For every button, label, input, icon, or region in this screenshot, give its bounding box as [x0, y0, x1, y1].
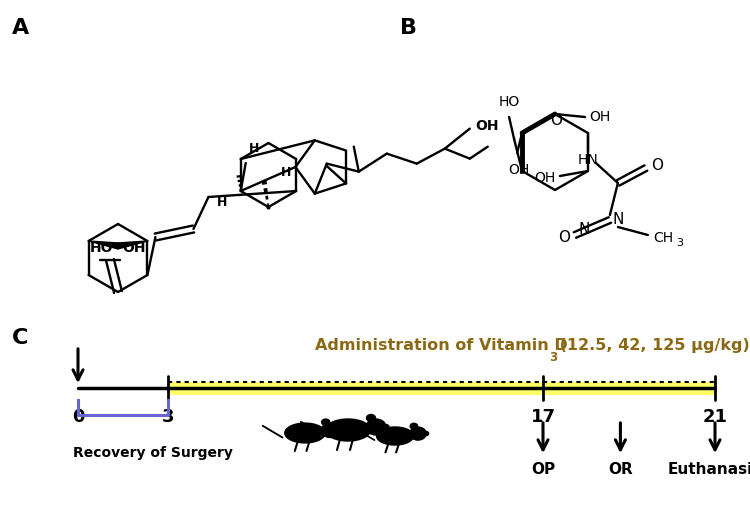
Text: CH: CH	[653, 231, 673, 245]
Text: O: O	[651, 157, 663, 172]
Text: H: H	[249, 143, 259, 155]
Text: HO: HO	[499, 95, 520, 109]
Text: 3: 3	[550, 351, 557, 364]
Text: 21: 21	[703, 408, 727, 426]
Text: OH: OH	[122, 241, 146, 255]
Text: OH: OH	[509, 163, 530, 177]
Ellipse shape	[367, 414, 376, 421]
Text: O: O	[558, 231, 570, 245]
Ellipse shape	[366, 419, 386, 435]
Polygon shape	[117, 241, 148, 249]
Ellipse shape	[321, 423, 339, 437]
Text: Euthanasia: Euthanasia	[668, 462, 750, 477]
Ellipse shape	[376, 427, 413, 445]
Text: (12.5, 42, 125 μg/kg): (12.5, 42, 125 μg/kg)	[554, 338, 750, 353]
Text: O: O	[550, 113, 562, 128]
Text: 3: 3	[162, 408, 174, 426]
Ellipse shape	[326, 419, 370, 441]
Text: 0: 0	[72, 408, 84, 426]
Text: A: A	[12, 18, 29, 38]
Ellipse shape	[410, 427, 426, 440]
Ellipse shape	[383, 425, 389, 429]
Ellipse shape	[285, 423, 326, 443]
Text: 3: 3	[676, 238, 683, 248]
Text: Administration of Vitamin D: Administration of Vitamin D	[315, 338, 568, 353]
Text: B: B	[400, 18, 417, 38]
Ellipse shape	[410, 423, 418, 429]
Text: N: N	[578, 223, 590, 237]
Text: N: N	[612, 213, 623, 227]
Ellipse shape	[424, 431, 428, 436]
Text: HO: HO	[90, 241, 113, 255]
Text: H: H	[217, 196, 226, 208]
Text: OH: OH	[535, 171, 556, 185]
Polygon shape	[88, 241, 119, 249]
Text: OH: OH	[475, 119, 498, 132]
Bar	[168, 382, 715, 395]
Text: OR: OR	[608, 462, 633, 477]
Text: OH: OH	[589, 110, 610, 124]
Text: OP: OP	[531, 462, 555, 477]
Ellipse shape	[322, 419, 330, 426]
Text: HN: HN	[578, 153, 598, 167]
Text: Recovery of Surgery: Recovery of Surgery	[73, 446, 232, 460]
Text: C: C	[12, 328, 28, 348]
Ellipse shape	[337, 428, 342, 432]
Text: 17: 17	[530, 408, 556, 426]
Text: H: H	[280, 166, 291, 180]
